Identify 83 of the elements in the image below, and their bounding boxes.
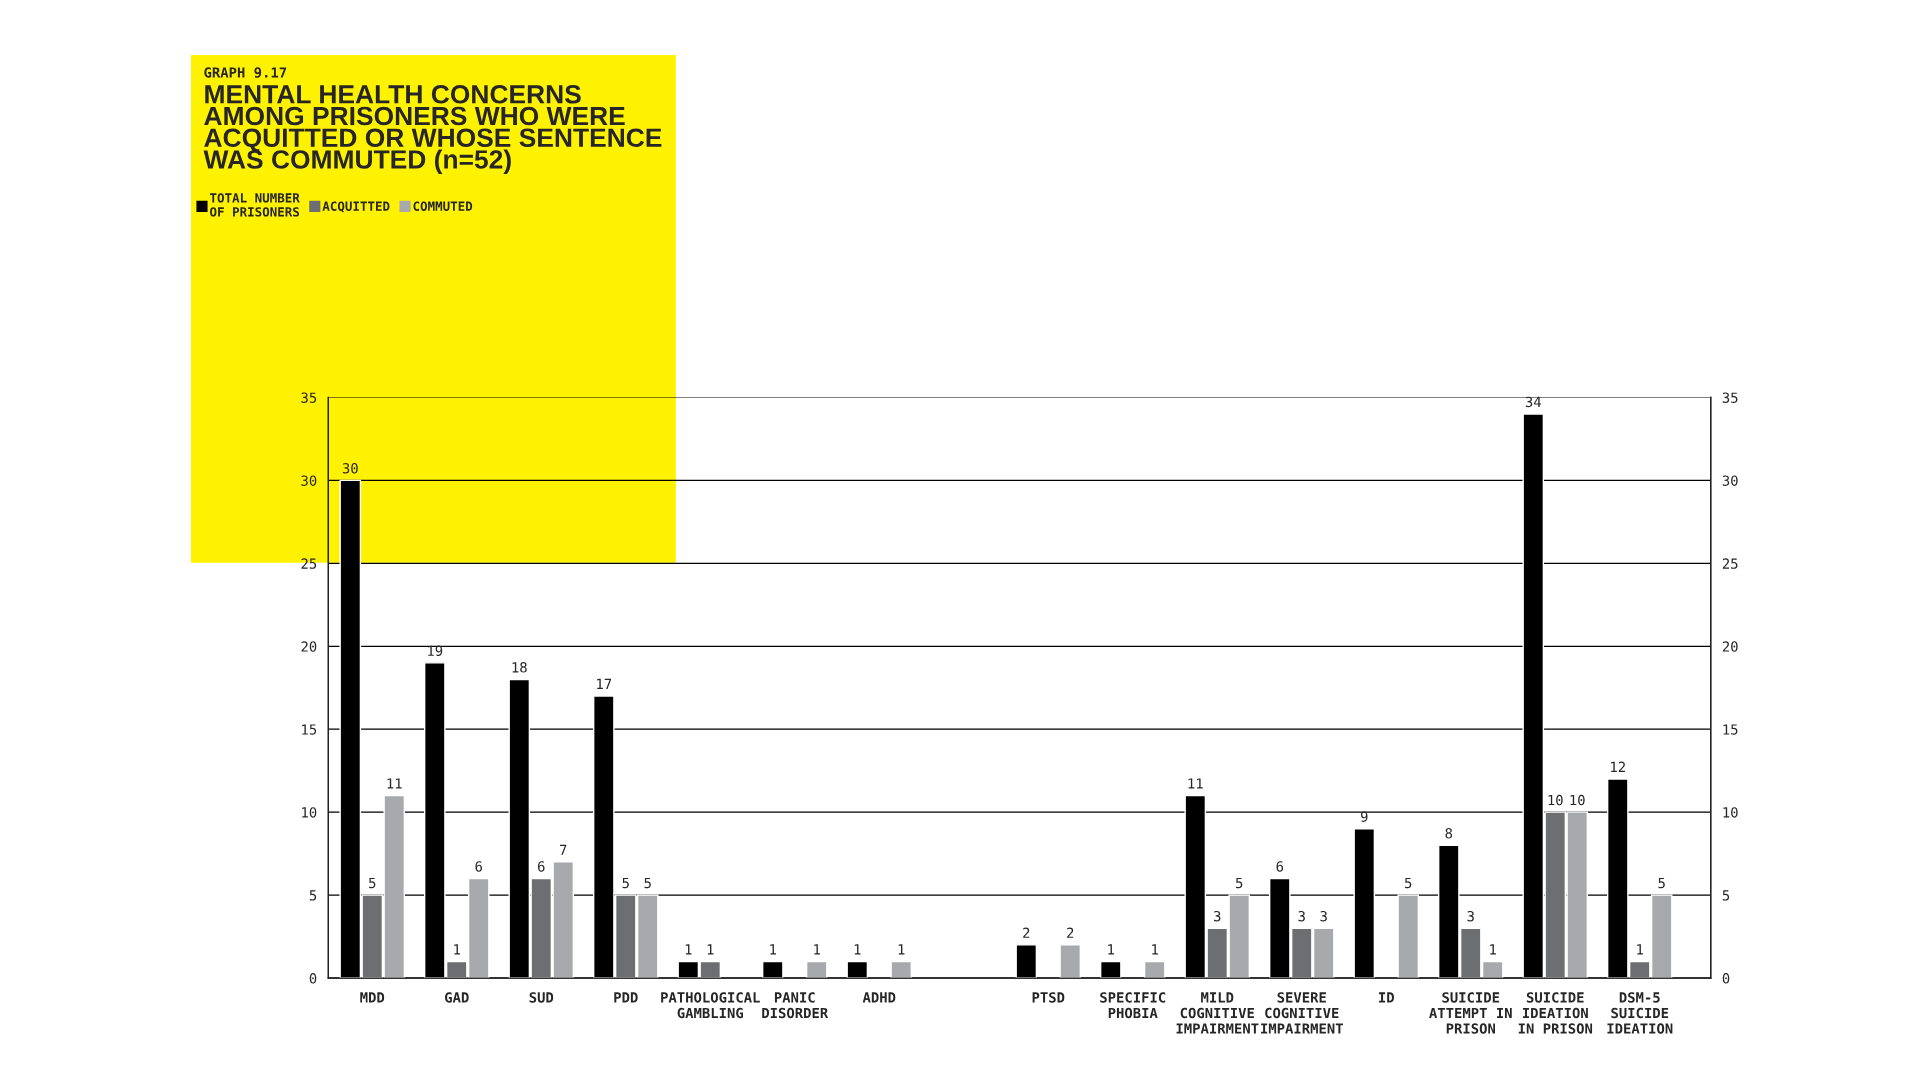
y-tick-label: 15 xyxy=(302,724,317,735)
data-label: 2 xyxy=(1023,927,1030,938)
data-label: 17 xyxy=(597,678,612,689)
x-tick-label: MDD xyxy=(360,992,385,1003)
x-tick-label: ID xyxy=(1379,992,1394,1003)
data-label: 3 xyxy=(1214,910,1221,922)
x-tick-label: SUD xyxy=(529,992,554,1003)
y2-tick-label: 10 xyxy=(1723,807,1738,818)
legend-label: ACQUITTED xyxy=(322,201,390,213)
bar xyxy=(1059,944,1082,979)
x-tick-label: PATHOLOGICAL GAMBLING xyxy=(661,992,760,1019)
data-label: 12 xyxy=(1611,761,1625,772)
bar xyxy=(761,960,784,979)
y-tick-label: 20 xyxy=(301,641,317,652)
data-label: 18 xyxy=(512,662,527,673)
data-label: 9 xyxy=(1360,811,1368,822)
y-tick-label: 0 xyxy=(309,973,317,984)
data-label: 34 xyxy=(1525,396,1541,408)
x-tick-label: PANIC DISORDER xyxy=(762,992,829,1019)
x-tick-label: SPECIFIC PHOBIA xyxy=(1100,992,1166,1019)
data-label: 3 xyxy=(1298,910,1305,922)
data-label: 6 xyxy=(537,861,545,872)
data-label: 1 xyxy=(1152,944,1158,955)
bar xyxy=(805,960,828,979)
data-label: 2 xyxy=(1067,927,1074,938)
x-tick-label: MILD COGNITIVE IMPAIRMENT xyxy=(1176,992,1259,1034)
y-tick-label: 30 xyxy=(301,475,317,486)
x-tick-label: SUICIDE IDEATION IN PRISON xyxy=(1518,992,1593,1034)
bar xyxy=(890,960,913,979)
data-label: 5 xyxy=(369,877,376,889)
x-tick-label: SUICIDE ATTEMPT IN PRISON xyxy=(1429,992,1512,1034)
data-label: 11 xyxy=(387,778,402,789)
data-label: 5 xyxy=(1658,877,1665,889)
y2-tick-label: 35 xyxy=(1722,392,1738,403)
data-label: 3 xyxy=(1320,910,1327,922)
data-label: 7 xyxy=(559,844,567,855)
data-label: 8 xyxy=(1445,827,1453,839)
data-label: 30 xyxy=(342,463,358,474)
chart-title: MENTAL HEALTH CONCERNS AMONG PRISONERS WHO WERE ACQUITTED OR WHOSE SENTENCE WAS COMMUTED (n=52) xyxy=(203,84,662,175)
legend-label: TOTAL NUMBER OF PRISONERS xyxy=(210,193,300,217)
data-label: 3 xyxy=(1467,910,1474,922)
data-label: 5 xyxy=(1236,877,1243,889)
bar xyxy=(1015,944,1038,979)
data-label: 1 xyxy=(814,944,820,955)
data-label: 6 xyxy=(1276,861,1284,872)
x-tick-label: DSM-5 SUICIDE IDEATION xyxy=(1607,992,1673,1034)
data-label: 1 xyxy=(707,944,714,955)
data-label: 1 xyxy=(898,944,905,955)
y2-tick-label: 0 xyxy=(1722,973,1730,984)
data-label: 1 xyxy=(1490,944,1496,955)
data-label: 5 xyxy=(1405,877,1412,889)
data-label: 11 xyxy=(1188,778,1203,789)
data-label: 19 xyxy=(428,645,443,656)
bar xyxy=(1143,960,1166,979)
bar xyxy=(1099,960,1122,979)
data-label: 5 xyxy=(622,877,629,889)
x-tick-label: GAD xyxy=(445,992,469,1003)
bar xyxy=(846,960,869,979)
y2-tick-label: 5 xyxy=(1722,890,1730,901)
y2-tick-label: 15 xyxy=(1723,724,1738,735)
data-label: 10 xyxy=(1548,794,1563,806)
x-tick-label: SEVERE COGNITIVE IMPAIRMENT xyxy=(1261,992,1343,1034)
data-label: 1 xyxy=(685,944,692,955)
data-label: 1 xyxy=(454,944,460,955)
y-tick-label: 5 xyxy=(309,890,317,901)
y2-tick-label: 30 xyxy=(1722,475,1738,486)
chart-subtitle: GRAPH 9.17 xyxy=(204,67,287,78)
x-tick-label: PTSD xyxy=(1032,992,1065,1003)
y2-tick-label: 20 xyxy=(1722,641,1738,652)
bar xyxy=(1397,894,1420,979)
data-label: 10 xyxy=(1570,794,1585,806)
data-label: 1 xyxy=(1637,944,1643,955)
x-tick-label: ADHD xyxy=(862,992,896,1003)
data-label: 1 xyxy=(854,944,861,955)
y-tick-label: 35 xyxy=(301,392,317,403)
data-label: 1 xyxy=(1108,944,1115,955)
data-label: 6 xyxy=(475,861,483,872)
y2-tick-label: 25 xyxy=(1722,558,1738,569)
data-label: 1 xyxy=(770,944,777,955)
x-tick-label: PDD xyxy=(614,992,638,1003)
y-tick-label: 10 xyxy=(302,807,317,818)
data-label: 5 xyxy=(644,877,651,889)
legend-label: COMMUTED xyxy=(413,201,473,211)
